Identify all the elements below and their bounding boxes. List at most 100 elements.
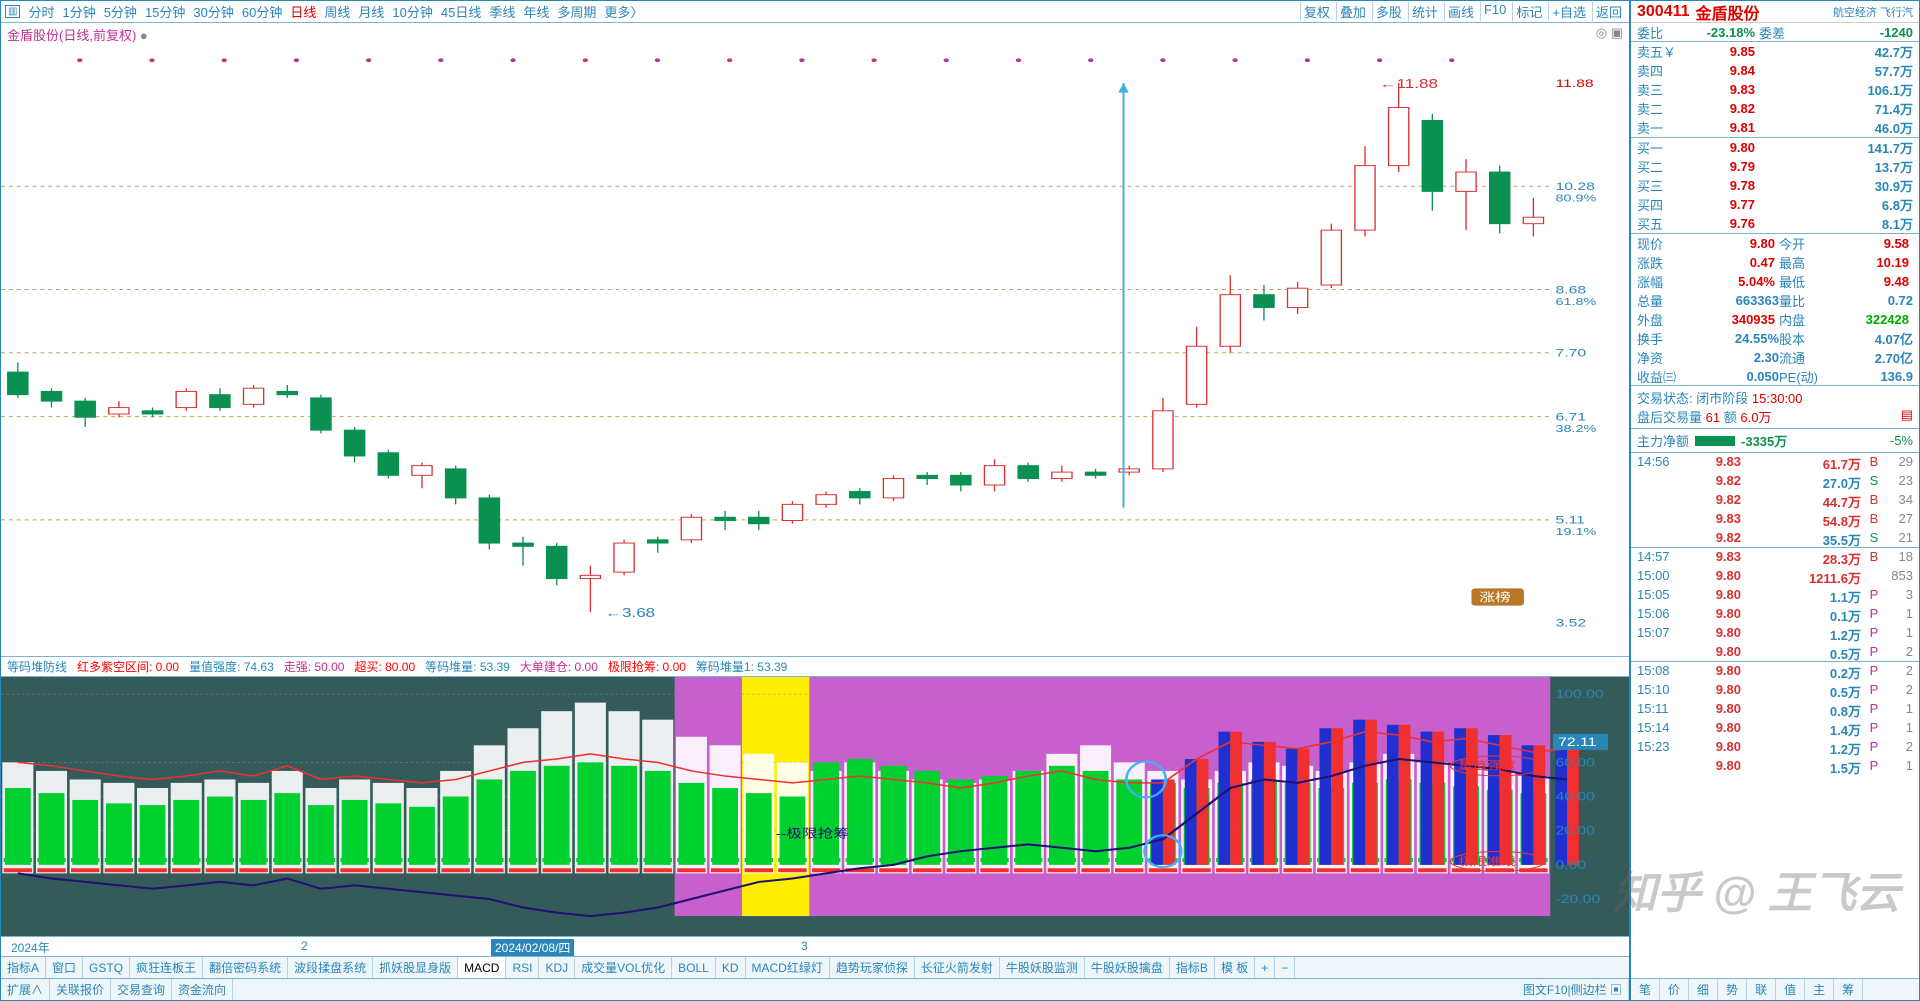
- indicator-tab[interactable]: −: [1275, 957, 1295, 978]
- timeframe-年线[interactable]: 年线: [519, 5, 553, 20]
- trading-status: 交易状态: 闭市阶段 15:30:00 盘后交易量 61 额 6.0万 ▤: [1631, 385, 1919, 429]
- indicator-tab[interactable]: 抓妖股显身版: [373, 957, 458, 978]
- tick-row: 15:009.801211.6万853: [1631, 567, 1919, 586]
- commission-row: 委比 -23.18% 委差 -1240: [1631, 23, 1919, 42]
- sidebar-toggle[interactable]: 图文F10|侧边栏 ▣: [1517, 979, 1629, 1000]
- indicator-tab[interactable]: 窗口: [46, 957, 83, 978]
- svg-text:涨榜: 涨榜: [1479, 590, 1511, 603]
- svg-text:←11.88: ←11.88: [1380, 77, 1438, 91]
- indicator-tab[interactable]: 波段揉盘系统: [288, 957, 373, 978]
- sub-chart[interactable]: --极限抢筹量值强度极限准线100.0060.0040.0020.000.00-…: [1, 676, 1629, 936]
- bids-level: 买二9.7913.7万: [1631, 157, 1919, 176]
- bids-level: 买五9.768.1万: [1631, 214, 1919, 233]
- indicator-tab[interactable]: 指标B: [1170, 957, 1215, 978]
- ext-tab[interactable]: 资金流向: [172, 979, 233, 1000]
- timeframe-10分钟[interactable]: 10分钟: [388, 5, 436, 20]
- svg-text:80.9%: 80.9%: [1555, 192, 1596, 204]
- indicator-tab[interactable]: 成交量VOL优化: [575, 957, 672, 978]
- timeframe-60分钟[interactable]: 60分钟: [238, 5, 286, 20]
- quote-tab-值[interactable]: 值: [1776, 979, 1805, 1000]
- indicator-tab[interactable]: 疯狂连板王: [130, 957, 203, 978]
- quote-tabs: 笔价细势联值主筹: [1631, 978, 1919, 1000]
- tick-row: 15:079.801.2万P1: [1631, 624, 1919, 643]
- date-axis: 2024年22024/02/08/四3: [1, 936, 1629, 956]
- indicator-tab[interactable]: KD: [716, 957, 746, 978]
- timeframe-45日线[interactable]: 45日线: [437, 5, 485, 20]
- indicator-tab[interactable]: 牛股妖股擒盘: [1085, 957, 1170, 978]
- stock-code: 300411: [1637, 3, 1690, 21]
- svg-text:极限准线: 极限准线: [1458, 855, 1516, 868]
- timeframe-多周期[interactable]: 多周期: [553, 5, 600, 20]
- indicator-tab[interactable]: 指标A: [1, 957, 46, 978]
- ext-tab[interactable]: 扩展∧: [1, 979, 50, 1000]
- svg-text:←3.68: ←3.68: [605, 606, 655, 620]
- ext-tab[interactable]: 关联报价: [50, 979, 111, 1000]
- indicator-tab[interactable]: BOLL: [672, 957, 716, 978]
- tick-row: 15:059.801.1万P3: [1631, 586, 1919, 605]
- svg-text:19.1%: 19.1%: [1555, 526, 1596, 538]
- quote-tab-笔[interactable]: 笔: [1631, 979, 1660, 1000]
- toolbar-叠加[interactable]: 叠加: [1336, 2, 1369, 21]
- indicator-tab[interactable]: GSTQ: [83, 957, 130, 978]
- asks-level: 卖三9.83106.1万: [1631, 80, 1919, 99]
- timeframe-1分钟[interactable]: 1分钟: [58, 5, 99, 20]
- toolbar-返回[interactable]: 返回: [1592, 2, 1625, 21]
- tick-row: 9.8235.5万S21: [1631, 529, 1919, 548]
- stock-header: 300411 金盾股份 航空经济 飞行汽: [1631, 1, 1919, 23]
- indicator-tab[interactable]: MACD: [458, 957, 506, 978]
- tick-row: 15:149.801.4万P1: [1631, 719, 1919, 738]
- timeframe-季线[interactable]: 季线: [485, 5, 519, 20]
- quote-tab-势[interactable]: 势: [1718, 979, 1747, 1000]
- timeframe-周线[interactable]: 周线: [320, 5, 354, 20]
- indicator-tab[interactable]: 牛股妖股监测: [1000, 957, 1085, 978]
- toolbar-标记[interactable]: 标记: [1512, 2, 1545, 21]
- svg-text:6.71: 6.71: [1555, 410, 1586, 423]
- timeframe-30分钟[interactable]: 30分钟: [189, 5, 237, 20]
- quote-tab-联[interactable]: 联: [1747, 979, 1776, 1000]
- timeframe-bar: ▥ 分时1分钟5分钟15分钟30分钟60分钟日线周线月线10分钟45日线季线年线…: [1, 1, 1629, 23]
- svg-text:5.11: 5.11: [1555, 514, 1584, 527]
- timeframe-分时[interactable]: 分时: [24, 5, 58, 20]
- netflow-bar: [1695, 436, 1735, 446]
- indicator-tab[interactable]: RSI: [506, 957, 539, 978]
- ext-tab[interactable]: 交易查询: [111, 979, 172, 1000]
- target-icon[interactable]: ◎: [1596, 25, 1607, 40]
- indicator-tabs: 指标A窗口GSTQ疯狂连板王翻倍密码系统波段揉盘系统抓妖股显身版MACDRSIK…: [1, 956, 1629, 978]
- tick-row: 14:579.8328.3万B18: [1631, 548, 1919, 567]
- toolbar-F10[interactable]: F10: [1480, 2, 1509, 21]
- indicator-tab[interactable]: KDJ: [539, 957, 575, 978]
- timeframe-15分钟[interactable]: 15分钟: [141, 5, 189, 20]
- toolbar-复权[interactable]: 复权: [1300, 2, 1333, 21]
- timeframe-5分钟[interactable]: 5分钟: [100, 5, 141, 20]
- quote-tab-价[interactable]: 价: [1660, 979, 1689, 1000]
- toolbar-画线[interactable]: 画线: [1444, 2, 1477, 21]
- tick-row: 9.801.5万P1: [1631, 757, 1919, 776]
- indicator-tab[interactable]: 翻倍密码系统: [203, 957, 288, 978]
- svg-text:量值强度: 量值强度: [1458, 759, 1516, 772]
- toolbar-+自选[interactable]: +自选: [1548, 2, 1589, 21]
- timeframe-日线[interactable]: 日线: [286, 5, 320, 20]
- indicator-tab[interactable]: +: [1255, 957, 1275, 978]
- tick-row: 15:069.800.1万P1: [1631, 605, 1919, 624]
- quote-tab-主[interactable]: 主: [1805, 979, 1834, 1000]
- indicator-tab[interactable]: 趋势玩家侦探: [830, 957, 915, 978]
- chart-title: 金盾股份(日线,前复权) ● ◎ ▣: [1, 23, 1629, 43]
- timeframe-月线[interactable]: 月线: [354, 5, 388, 20]
- indicator-tab[interactable]: 模 板: [1215, 957, 1255, 978]
- toolbar-统计[interactable]: 统计: [1408, 2, 1441, 21]
- toolbar-多股[interactable]: 多股: [1372, 2, 1405, 21]
- kline-chart[interactable]: ←3.68←11.88涨榜11.8810.2880.9%8.6861.8%7.7…: [1, 43, 1629, 656]
- quote-tab-筹[interactable]: 筹: [1834, 979, 1863, 1000]
- netflow-row: 主力净额 -3335万 -5%: [1631, 429, 1919, 453]
- maximize-icon[interactable]: ▣: [1611, 25, 1623, 40]
- tick-row: 9.800.5万P2: [1631, 643, 1919, 662]
- indicator-tab[interactable]: 长征火箭发射: [915, 957, 1000, 978]
- tick-list[interactable]: 14:569.8361.7万B299.8227.0万S239.8244.7万B3…: [1631, 453, 1919, 978]
- svg-text:7.70: 7.70: [1555, 347, 1586, 360]
- quote-tab-细[interactable]: 细: [1689, 979, 1718, 1000]
- indicator-tab[interactable]: MACD红绿灯: [746, 957, 830, 978]
- tick-row: 15:119.800.8万P1: [1631, 700, 1919, 719]
- svg-text:3.52: 3.52: [1555, 616, 1586, 629]
- timeframe-更多〉[interactable]: 更多〉: [600, 5, 647, 20]
- panel-icon[interactable]: ▥: [5, 5, 20, 18]
